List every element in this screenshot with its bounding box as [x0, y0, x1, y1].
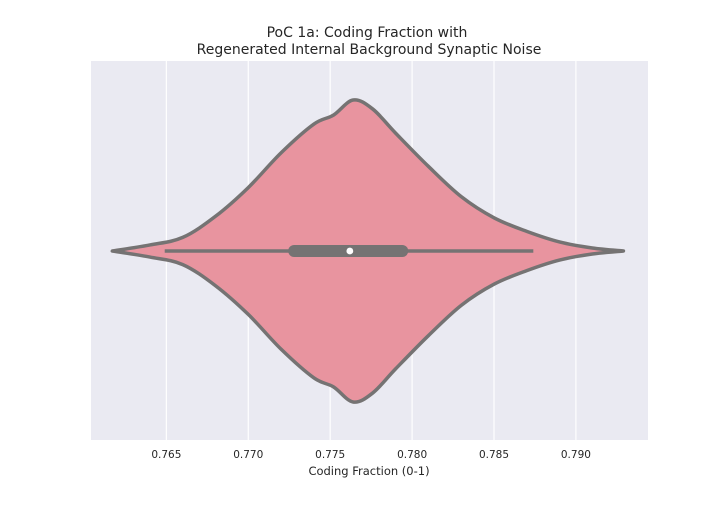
- x-tick-label: 0.775: [315, 449, 345, 461]
- chart-title-line-1: PoC 1a: Coding Fraction with: [267, 25, 468, 41]
- x-tick-label: 0.790: [561, 449, 591, 461]
- x-tick-label: 0.765: [151, 449, 181, 461]
- violin-layer: [110, 98, 626, 404]
- x-tick-layer: 0.765 0.770 0.775 0.780 0.785 0.790: [151, 449, 591, 461]
- x-tick-label: 0.780: [397, 449, 427, 461]
- median-dot: [346, 247, 354, 255]
- x-tick-label: 0.770: [233, 449, 263, 461]
- chart-title-line-2: Regenerated Internal Background Synaptic…: [197, 42, 542, 58]
- x-tick-label: 0.785: [479, 449, 509, 461]
- x-axis-label: Coding Fraction (0-1): [308, 464, 429, 478]
